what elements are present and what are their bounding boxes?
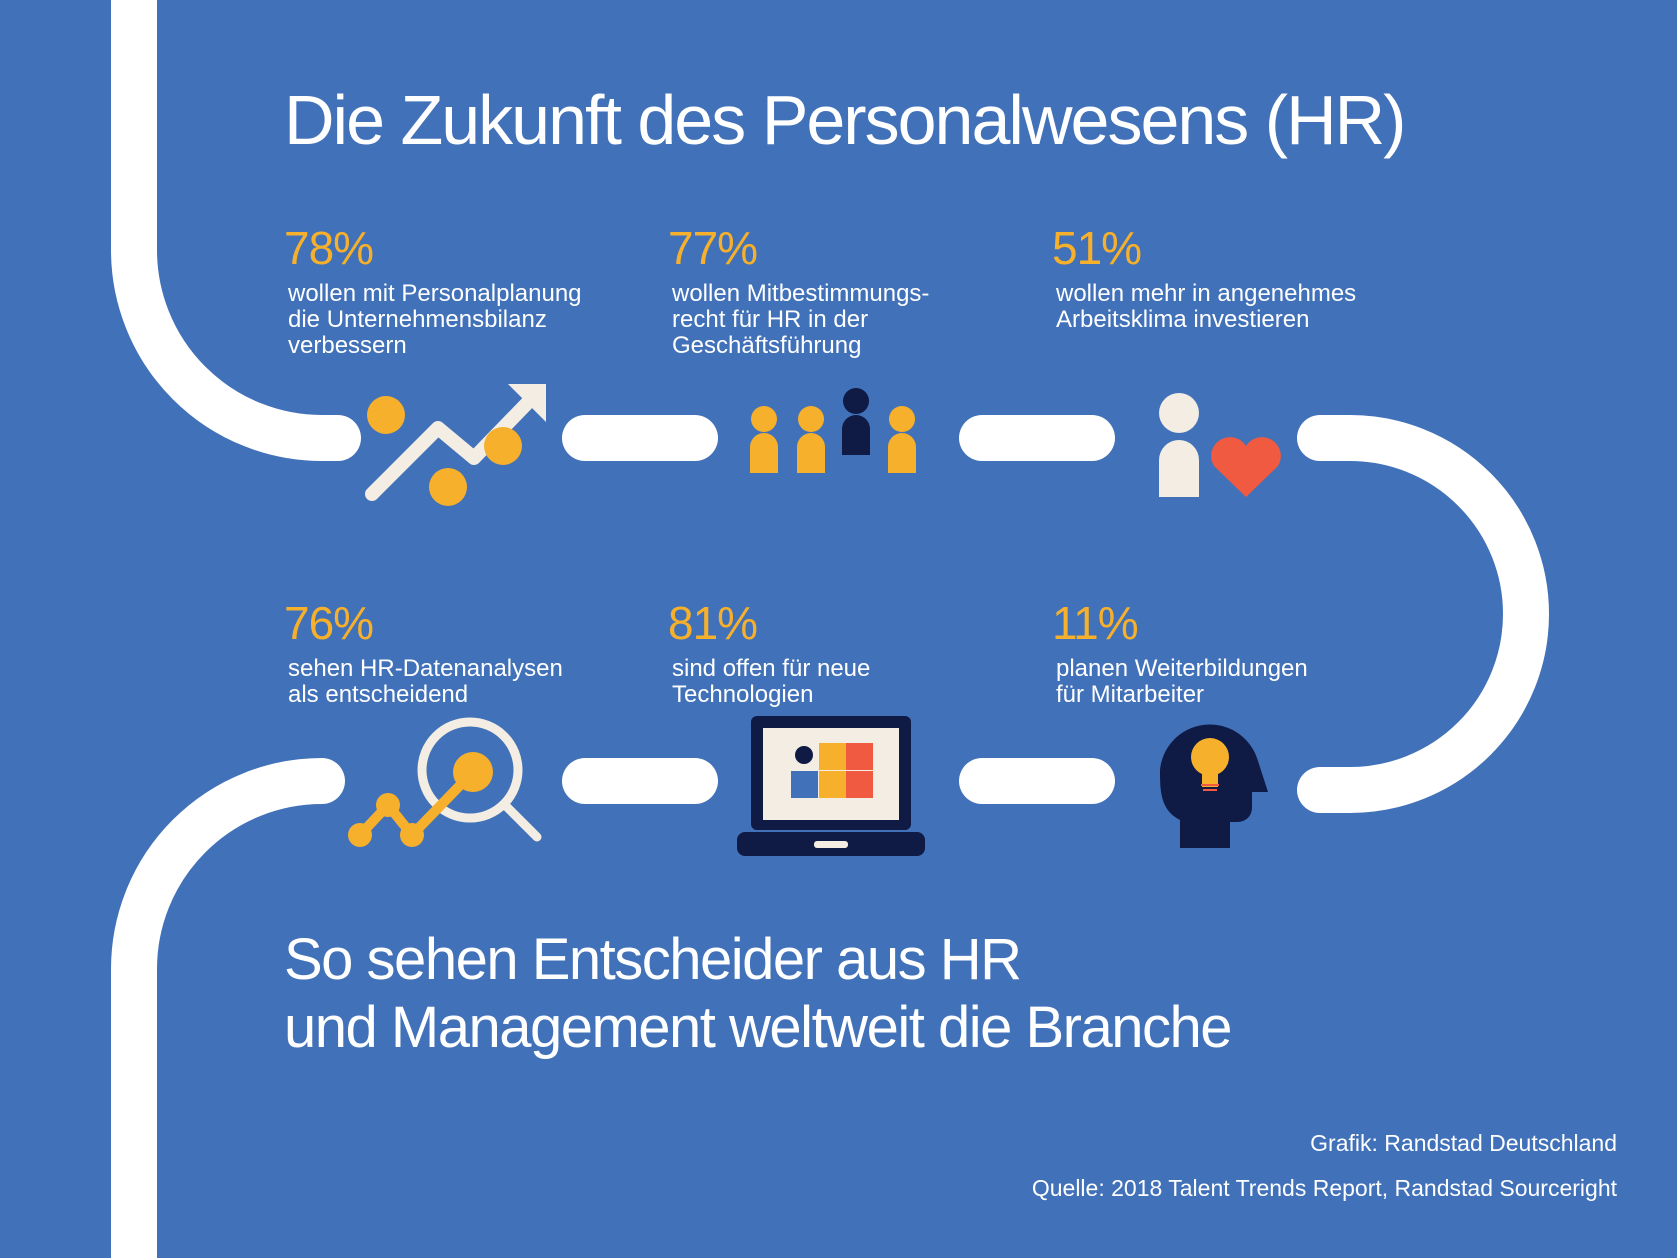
trend-arrow-icon: [365, 384, 546, 506]
stat-description: wollen mehr in angenehmes Arbeitsklima i…: [1056, 280, 1357, 333]
stat-percent: 51%: [1052, 222, 1142, 274]
head-lightbulb-icon: [1160, 724, 1268, 848]
stat-card: 51% wollen mehr in angenehmes Arbeitskli…: [1052, 225, 1392, 333]
stat-card: 78% wollen mit Personalplanung die Unter…: [284, 225, 624, 359]
credit-source: Quelle: 2018 Talent Trends Report, Rands…: [1031, 1175, 1617, 1201]
subtitle: So sehen Entscheider aus HR und Manageme…: [284, 927, 1232, 1060]
stat-percent: 81%: [668, 597, 758, 649]
stat-card: 77% wollen Mitbestimmungs- recht für HR …: [668, 225, 1008, 359]
person-heart-icon: [1159, 393, 1281, 497]
stat-card: 11% planen Weiterbildungen für Mitarbeit…: [1052, 600, 1392, 708]
stat-description: sind offen für neue Technologien: [672, 655, 871, 708]
stat-card: 76% sehen HR-Datenanalysen als entscheid…: [284, 600, 624, 708]
stat-percent: 76%: [284, 597, 374, 649]
stat-description: sehen HR-Datenanalysen als entscheidend: [288, 655, 563, 708]
road-path: [111, 0, 1549, 1258]
page-title: Die Zukunft des Personalwesens (HR): [284, 81, 1406, 159]
stat-percent: 77%: [668, 222, 758, 274]
laptop-icon: [737, 716, 925, 856]
stat-percent: 11%: [1052, 597, 1139, 649]
people-group-icon: [750, 388, 916, 473]
credit-graphic: Grafik: Randstad Deutschland: [1310, 1130, 1617, 1156]
stat-description: planen Weiterbildungen für Mitarbeiter: [1056, 655, 1308, 708]
stat-card: 81% sind offen für neue Technologien: [668, 600, 1008, 708]
stat-percent: 78%: [284, 222, 374, 274]
data-magnifier-icon: [348, 717, 542, 847]
stat-description: wollen Mitbestimmungs- recht für HR in d…: [672, 280, 930, 359]
stat-description: wollen mit Personalplanung die Unternehm…: [288, 280, 582, 359]
